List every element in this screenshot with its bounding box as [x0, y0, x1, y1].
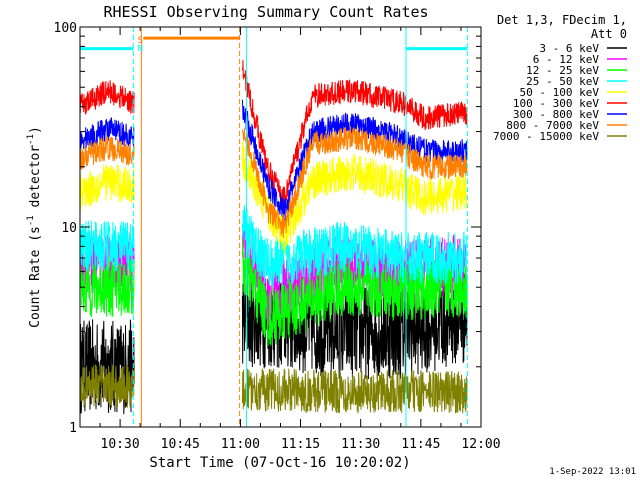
marker-layer: SN [80, 27, 468, 427]
x-axis-label: Start Time (07-Oct-16 10:20:02) [149, 455, 410, 471]
series-line-4-seg-1 [241, 141, 468, 255]
flag-label-0: S [138, 36, 143, 46]
legend-entry-label-6: 300 - 800 keV [513, 108, 599, 121]
x-tick-label-4: 11:30 [341, 437, 380, 452]
x-tick-label-5: 11:45 [401, 437, 440, 452]
series-line-4-seg-0 [79, 163, 135, 210]
y-label-part-3: ) [28, 126, 43, 134]
x-tick-label-2: 11:00 [221, 437, 260, 452]
legend-entry-label-1: 6 - 12 keV [533, 53, 600, 66]
series-line-8-seg-1 [241, 368, 468, 414]
legend-entry-label-8: 7000 - 15000 keV [493, 130, 599, 143]
axis-layer: 10:30 10:45 11:00 11:15 11:30 11:45 12:00 1 10 10… [54, 21, 501, 452]
y-label-exp-2: -1 [26, 134, 36, 145]
chart-title: RHESSI Observing Summary Count Rates [103, 3, 428, 21]
x-tick-label-1: 10:45 [161, 437, 200, 452]
y-tick-label-0: 1 [69, 421, 77, 436]
series-line-8-seg-0 [79, 364, 135, 408]
series-line-7-seg-0 [79, 135, 135, 170]
y-tick-label-2: 100 [54, 21, 77, 36]
y-axis-label: Count Rate (s-1 detector-1) [26, 126, 43, 328]
y-label-part-1: Count Rate (s [28, 226, 43, 328]
x-tick-label-3: 11:15 [281, 437, 320, 452]
legend-entry-label-7: 800 - 7000 keV [506, 119, 599, 132]
legend-header-line-1: Det 1,3, FDecim 1, [497, 13, 627, 27]
x-tick-label-6: 12:00 [461, 437, 500, 452]
series-line-6-seg-0 [79, 117, 135, 152]
y-label-part-2: detector [28, 145, 43, 216]
series-line-7-seg-1 [241, 125, 468, 238]
series-line-5-seg-1 [241, 59, 468, 208]
y-label-exp-1: -1 [26, 215, 36, 226]
legend-entry-label-3: 25 - 50 keV [526, 75, 599, 88]
series-line-3-seg-0 [79, 220, 135, 272]
y-tick-label-1: 10 [61, 221, 77, 236]
legend-entry-label-2: 12 - 25 keV [526, 64, 599, 77]
legend-entry-label-5: 100 - 300 keV [513, 97, 599, 110]
footer-date: 1-Sep-2022 13:01 [549, 467, 636, 477]
series-line-3-seg-1 [241, 205, 468, 288]
series-line-6-seg-1 [241, 99, 468, 221]
legend-header-line-2: Att 0 [591, 27, 627, 41]
series-line-2-seg-0 [79, 256, 135, 319]
legend-entry-label-0: 3 - 6 keV [539, 42, 599, 55]
flag-label-1: N [138, 44, 143, 54]
series-line-5-seg-0 [79, 80, 135, 115]
data-layer [79, 59, 468, 415]
legend-entry-label-4: 50 - 100 keV [520, 86, 600, 99]
x-tick-label-0: 10:30 [101, 437, 140, 452]
series-line-0-seg-0 [79, 319, 135, 415]
